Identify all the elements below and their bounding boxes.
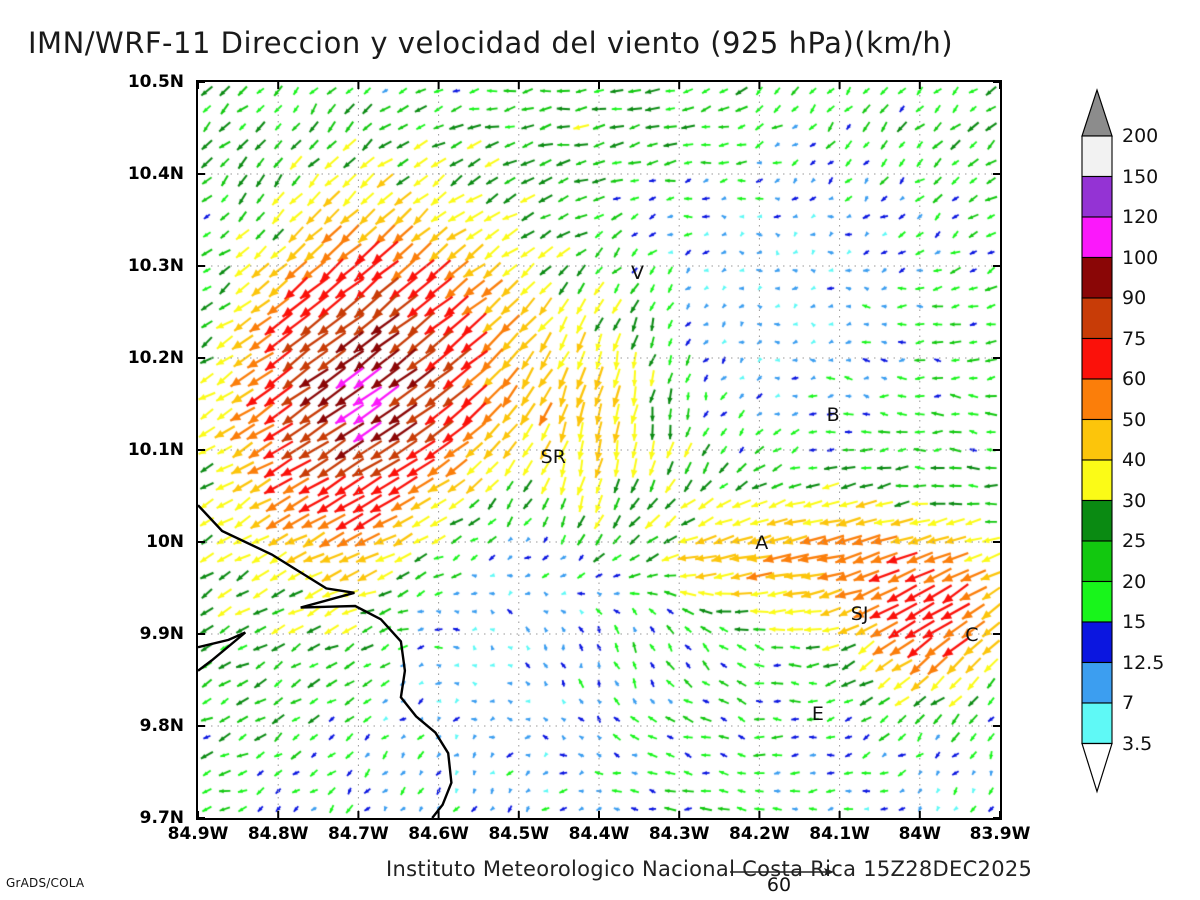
colorbar-swatches — [1081, 88, 1113, 794]
page-title: IMN/WRF-11 Direccion y velocidad del vie… — [28, 26, 954, 60]
colorbar-tick-label: 12.5 — [1122, 651, 1165, 674]
colorbar-tick-label: 200 — [1122, 125, 1159, 147]
x-tick-label: 84.5W — [488, 824, 550, 844]
city-label-sr: SR — [540, 446, 566, 469]
city-label-c: C — [965, 624, 979, 647]
colorbar-tick-label: 100 — [1122, 246, 1159, 269]
colorbar-tick-label: 60 — [1122, 368, 1147, 390]
y-tick-label: 9.7N — [139, 808, 184, 828]
city-label-sj: SJ — [850, 603, 869, 626]
x-tick-label: 83.9W — [969, 824, 1031, 844]
colorbar-tick-label: 3.5 — [1122, 732, 1153, 755]
y-axis-labels: 10.5N 10.4N 10.3N 10.2N 10.1N 10N 9.9N 9.8N 9.7N — [0, 0, 192, 900]
city-label-e: E — [811, 703, 824, 726]
x-tick-label: 84.8W — [247, 824, 309, 844]
colorbar-tick-label: 40 — [1122, 449, 1147, 471]
reference-vector-label: 60 — [766, 874, 792, 896]
city-label-v: V — [630, 262, 644, 285]
grads-credit: GrADS/COLA — [6, 876, 85, 890]
speed-colorbar[interactable]: 200 150 120 100 90 75 60 50 40 30 25 20 15 12.5 7 3.5 — [1078, 88, 1198, 828]
x-tick-label: 84.2W — [729, 824, 790, 844]
city-labels-layer: V SR B A SJ C E — [198, 82, 1000, 818]
y-tick-label: 10.5N — [127, 72, 184, 92]
colorbar-tick-label: 25 — [1122, 530, 1147, 552]
coastline — [198, 504, 453, 818]
y-tick-label: 10.3N — [127, 256, 184, 276]
colorbar-tick-label: 75 — [1122, 327, 1147, 350]
x-tick-label: 84.3W — [648, 824, 710, 844]
colorbar-tick-label: 90 — [1122, 287, 1147, 309]
footer-caption: Instituto Meteorologico Nacional Costa R… — [386, 857, 1033, 881]
wind-map-plot[interactable]: V SR B A SJ C E — [196, 80, 1002, 820]
y-tick-label: 10.1N — [127, 440, 184, 460]
y-tick-label: 10.2N — [127, 348, 184, 368]
x-tick-label: 84.1W — [809, 824, 870, 844]
colorbar-tick-label: 7 — [1122, 692, 1135, 714]
wind-vector-field — [198, 82, 1000, 818]
colorbar-tick-label: 120 — [1122, 206, 1159, 228]
city-label-b: B — [826, 403, 840, 426]
y-tick-label: 10.4N — [127, 164, 184, 184]
colorbar-tick-label: 50 — [1122, 408, 1147, 431]
colorbar-tick-label: 150 — [1122, 165, 1159, 188]
colorbar-tick-label: 20 — [1122, 570, 1147, 593]
colorbar-tick-label: 15 — [1122, 611, 1147, 633]
y-tick-label: 9.8N — [139, 716, 184, 736]
gridlines — [198, 82, 1000, 818]
x-tick-label: 84.4W — [568, 824, 630, 844]
x-tick-label: 84.6W — [408, 824, 469, 844]
colorbar-tick-label: 30 — [1122, 489, 1147, 512]
x-axis-labels: 84.9W 84.8W 84.7W 84.6W 84.5W 84.4W 84.3W 84.2W… — [0, 824, 1200, 854]
x-tick-label: 84.9W — [167, 824, 229, 844]
x-tick-label: 84W — [898, 824, 942, 844]
x-tick-label: 84.7W — [328, 824, 389, 844]
y-tick-label: 10N — [146, 532, 184, 552]
reference-vector-icon — [730, 868, 834, 876]
y-tick-label: 9.9N — [139, 624, 184, 644]
city-label-a: A — [755, 532, 769, 555]
